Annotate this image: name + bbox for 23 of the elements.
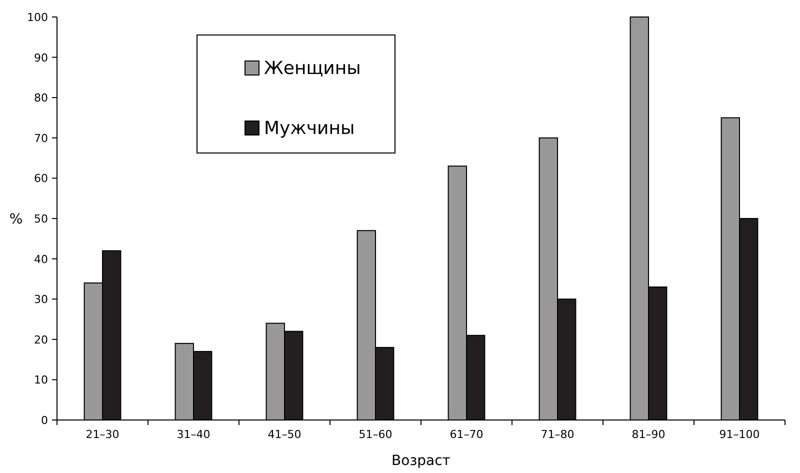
x-tick-label: 91–100 [719,428,760,441]
y-tick-label: 60 [34,172,48,186]
x-tick-label: 41–50 [268,428,302,441]
x-tick-label: 81–90 [632,428,666,441]
x-tick-label: 51–60 [358,428,392,441]
x-axis-title: Возраст [392,453,450,469]
y-tick-label: 70 [34,132,48,145]
y-tick-label: 40 [34,252,48,266]
y-tick-label: 80 [34,92,48,105]
y-tick-label: 30 [34,293,48,306]
x-tick-label: 71–80 [540,428,574,441]
y-tick-label: 10 [34,374,48,387]
x-tick-label: 61–70 [450,428,484,441]
y-tick-label: 90 [34,51,48,64]
x-tick-label: 21–30 [86,428,120,441]
y-tick-label: 20 [34,333,48,346]
legend-label: Мужчины [264,118,355,139]
y-axis-title: % [9,212,23,228]
y-tick-label: 0 [41,414,48,427]
y-tick-label: 100 [27,11,48,24]
y-tick-label: 50 [34,212,48,226]
legend-label: Женщины [264,58,361,79]
x-tick-label: 31–40 [176,428,210,441]
